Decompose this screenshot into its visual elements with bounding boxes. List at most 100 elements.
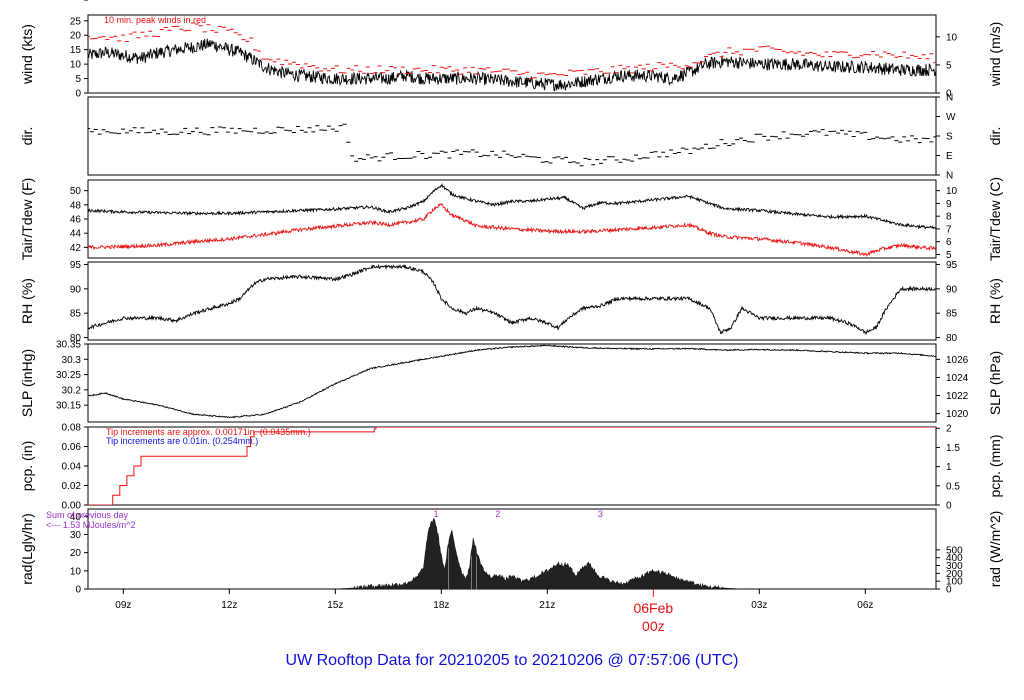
wind-ytick-label-right: 0 [946, 89, 952, 100]
pcp-annotation-1: Tip increments are approx. 0.00171in. (0… [106, 427, 311, 437]
wind-ytick-label-left: 10 [70, 60, 82, 71]
wind-series-0-line [88, 38, 936, 92]
slp-ytick-label-right: 1022 [946, 391, 969, 402]
wind-ytick-label-left: 15 [70, 45, 82, 56]
rad-marker-2: 2 [495, 509, 500, 519]
dir-data [88, 123, 936, 167]
slp-ytick-label-left: 30.2 [62, 385, 82, 396]
temp-ytick-label-left: 42 [70, 243, 82, 254]
dir-ytick-label-left: W [72, 0, 82, 3]
dir-ylabel-left: dir. [19, 127, 35, 146]
pcp-ytick-label-left: 0.08 [62, 423, 82, 434]
pcp-series-0-step [88, 427, 936, 505]
pcp-ytick-label-left: 0.04 [62, 462, 82, 473]
rad-series-0-area [335, 518, 742, 589]
rad-ytick-label-right: 300 [946, 561, 963, 572]
figure-title: UW Rooftop Data for 20210205 to 20210206… [286, 652, 739, 669]
slp-frame [87, 343, 937, 423]
rad-marker-3: 3 [598, 509, 603, 519]
slp-ytick-label-left: 30.35 [56, 340, 81, 351]
pcp-annotation-2: Tip increments are 0.01in. (0.254mm.) [106, 436, 258, 446]
rad-annotation-1: Sum of previous day [46, 510, 129, 520]
panel-rh: 80 85 90 95 80 85 90 95 RH (%) RH (%) [19, 260, 1003, 344]
dir-ylabel-right: dir. [987, 127, 1003, 146]
pcp-ylabel-right: pcp. (mm) [987, 435, 1003, 498]
temp-series-1-line [88, 202, 936, 257]
panel-wind: 0 5 10 15 20 25 0 5 10 wind (kts) wind (m/s) 10 min… [19, 14, 1003, 100]
slp-data [88, 344, 936, 419]
pcp-ytick-label-right: 2 [946, 424, 952, 435]
rh-ytick-label-right: 85 [946, 309, 958, 320]
rad-ytick-label-right: 100 [946, 577, 963, 588]
slp-ytick-label-right: 1026 [946, 355, 969, 366]
rh-ytick-label-right: 95 [946, 260, 958, 271]
rh-series-0-line [88, 263, 936, 336]
rad-data [335, 518, 742, 589]
rad-ytick-label-left: 0 [75, 585, 81, 596]
pcp-ytick-label-left: 0.00 [62, 501, 82, 512]
xtick-label-09z: 09z [115, 600, 131, 611]
rh-ytick-label-left: 95 [70, 260, 82, 271]
dir-ytick-label-right: E [946, 151, 953, 162]
dir-ytick-label-left: N [74, 0, 81, 3]
dir-series-0-dashes [88, 123, 936, 167]
slp-ylabel-right: SLP (hPa) [987, 351, 1003, 415]
xtick-label-06z: 06z [857, 600, 873, 611]
wind-ytick-label-left: 25 [70, 16, 82, 27]
date-label: 06Feb [633, 600, 673, 616]
panel-dir: NESWNNESWNdir.dir. [19, 0, 1003, 182]
wind-ylabel-left: wind (kts) [19, 24, 35, 85]
date-time-label: 00z [642, 618, 665, 634]
temp-ytick-label-right: 9 [946, 199, 952, 210]
wind-frame [87, 14, 937, 94]
wind-ytick-label-left: 5 [75, 74, 81, 85]
rad-ylabel-left: rad(Lgly/hr) [19, 513, 35, 585]
rad-ytick-label-left: 40 [70, 512, 82, 523]
pcp-ytick-label-left: 0.02 [62, 481, 82, 492]
rh-ylabel-right: RH (%) [987, 278, 1003, 324]
rad-ytick-label-left: 10 [70, 566, 82, 577]
dir-ytick-label-right: W [946, 112, 956, 123]
wind-series-1-dashes [88, 22, 936, 79]
dir-frame [87, 96, 937, 176]
rad-ytick-label-left: 30 [70, 530, 82, 541]
rh-ytick-label-left: 90 [70, 284, 82, 295]
temp-data [88, 182, 936, 257]
wind-ytick-label-right: 10 [946, 32, 958, 43]
rad-ylabel-right: rad (W/m^2) [987, 511, 1003, 588]
slp-ytick-label-left: 30.15 [56, 401, 81, 412]
pcp-ytick-label-right: 0.5 [946, 481, 960, 492]
dir-ytick-label-right: S [946, 132, 953, 143]
slp-ytick-label-right: 1024 [946, 373, 969, 384]
pcp-ytick-label-right: 1.5 [946, 443, 960, 454]
temp-ytick-label-right: 6 [946, 237, 952, 248]
temp-ylabel-right: Tair/Tdew (C) [987, 177, 1003, 261]
wind-ytick-label-right: 5 [946, 60, 952, 71]
temp-ytick-label-right: 5 [946, 250, 952, 261]
pcp-ytick-label-right: 1 [946, 462, 952, 473]
temp-frame [87, 179, 937, 259]
dir-ytick-label-left: S [74, 0, 81, 3]
dir-ytick-label-right: N [946, 171, 953, 182]
temp-ytick-label-right: 10 [946, 186, 958, 197]
dir-ytick-label-right: N [946, 93, 953, 104]
rh-ylabel-left: RH (%) [19, 278, 35, 324]
slp-ylabel-left: SLP (inHg) [19, 349, 35, 417]
rh-frame [87, 261, 937, 341]
rh-ytick-label-right: 90 [946, 284, 958, 295]
rh-data [88, 263, 936, 336]
temp-ytick-label-right: 7 [946, 224, 952, 235]
xtick-label-21z: 21z [539, 600, 555, 611]
xtick-label-15z: 15z [327, 600, 343, 611]
wind-ytick-label-left: 0 [75, 89, 81, 100]
rad-ytick-label-right: 200 [946, 569, 963, 580]
rh-ytick-label-left: 85 [70, 309, 82, 320]
wind-annotation: 10 min. peak winds in red [104, 15, 206, 25]
xtick-label-03z: 03z [751, 600, 767, 611]
time-axis: 09z 12z 15z 18z 21z 03z 06z 06Feb 00z [115, 589, 873, 634]
dir-ytick-label-left: E [74, 0, 81, 3]
rad-ytick-label-left: 20 [70, 548, 82, 559]
